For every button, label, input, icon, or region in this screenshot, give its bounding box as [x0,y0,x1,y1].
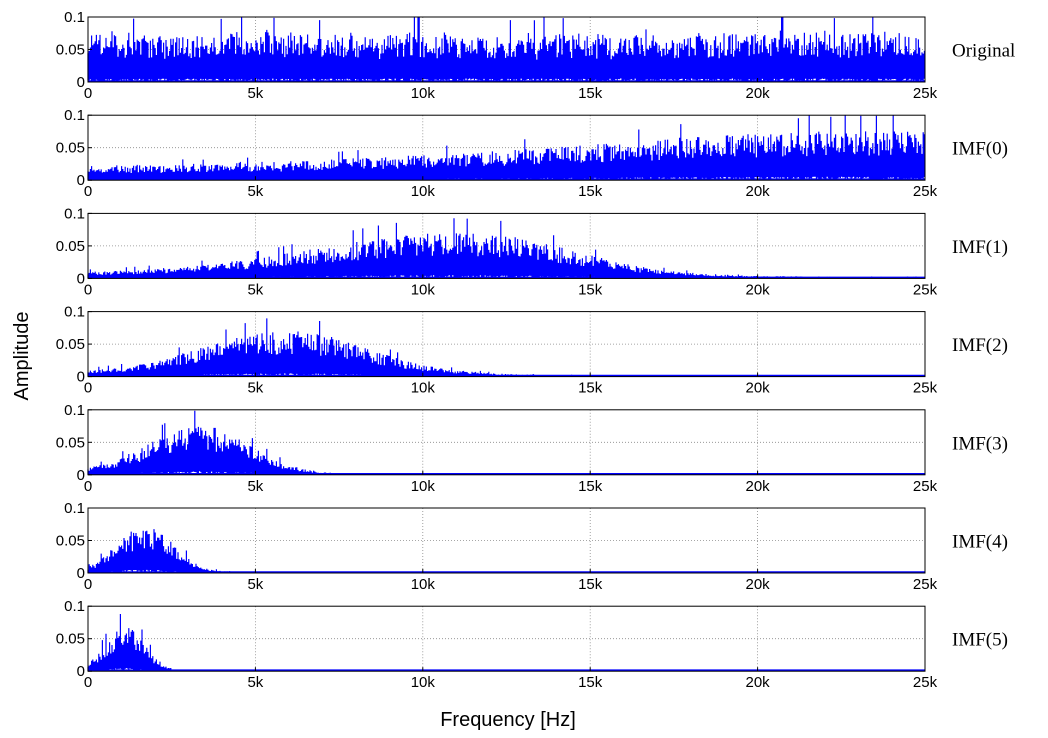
y-tick-label: 0 [77,663,85,680]
panel-4: 0 5k 10k 15k 20k 25k 0 0.05 0.1 IMF(3) [56,402,1008,495]
spectrum-series [87,410,357,475]
y-tick-label: 0.05 [56,336,85,353]
panel-2: 0 5k 10k 15k 20k 25k 0 0.05 0.1 IMF(1) [56,205,1008,298]
x-tick-label: 25k [913,380,938,397]
panel-label: IMF(3) [952,433,1008,454]
x-tick-label: 20k [746,576,771,593]
y-tick-label: 0.1 [64,107,85,124]
x-tick-label: 10k [411,281,436,298]
x-tick-label: 20k [746,85,771,102]
x-tick-label: 10k [411,380,436,397]
x-tick-label: 25k [913,281,938,298]
x-tick-label: 0 [84,674,92,691]
x-tick-label: 5k [247,478,263,495]
x-tick-label: 0 [84,380,92,397]
spectrum-series [87,318,591,377]
y-tick-label: 0 [77,565,85,582]
x-tick-label: 25k [913,674,938,691]
x-tick-label: 10k [411,576,436,593]
spectrum-series [87,529,256,573]
x-tick-label: 20k [746,380,771,397]
y-axis-title: Amplitude [11,312,33,401]
y-tick-label: 0.05 [56,631,85,648]
x-tick-label: 15k [578,85,603,102]
panel-3: 0 5k 10k 15k 20k 25k 0 0.05 0.1 IMF(2) [56,304,1008,397]
x-tick-label: 20k [746,674,771,691]
x-tick-label: 0 [84,85,92,102]
panel-label: IMF(1) [952,237,1008,258]
x-tick-label: 15k [578,576,603,593]
x-tick-label: 25k [913,85,938,102]
y-tick-label: 0 [77,369,85,386]
panel-label: Original [952,41,1015,62]
x-tick-label: 5k [247,85,263,102]
y-tick-label: 0.1 [64,598,85,615]
y-tick-label: 0.05 [56,42,85,59]
x-tick-label: 0 [84,576,92,593]
x-tick-label: 5k [247,674,263,691]
y-tick-label: 0 [77,172,85,189]
x-tick-label: 0 [84,478,92,495]
x-tick-label: 20k [746,281,771,298]
x-tick-label: 20k [746,478,771,495]
x-tick-label: 5k [247,576,263,593]
y-tick-label: 0.1 [64,402,85,419]
y-tick-label: 0 [77,270,85,287]
x-tick-label: 25k [913,576,938,593]
panel-6: 0 5k 10k 15k 20k 25k 0 0.05 0.1 IMF(5) [56,598,1008,691]
x-tick-label: 15k [578,674,603,691]
panel-label: IMF(0) [952,139,1008,160]
y-tick-label: 0.1 [64,9,85,26]
x-tick-label: 0 [84,183,92,200]
x-tick-label: 15k [578,478,603,495]
y-tick-label: 0.1 [64,205,85,222]
panel-label: IMF(2) [952,335,1008,356]
panel-label: IMF(5) [952,630,1008,651]
spectrum-series [87,17,925,82]
panels: 0 5k 10k 15k 20k 25k 0 0.05 0.1 Original 0 5k 10k 15k… [56,9,1016,691]
y-tick-label: 0 [77,74,85,91]
panel-0: 0 5k 10k 15k 20k 25k 0 0.05 0.1 Original [56,9,1016,102]
y-tick-label: 0.05 [56,434,85,451]
x-tick-label: 5k [247,281,263,298]
y-tick-label: 0.05 [56,140,85,157]
panel-label: IMF(4) [952,532,1008,553]
x-tick-label: 10k [411,674,436,691]
x-tick-label: 5k [247,380,263,397]
y-tick-label: 0 [77,467,85,484]
x-tick-label: 25k [913,478,938,495]
y-tick-label: 0.05 [56,533,85,550]
x-axis-title: Frequency [Hz] [440,709,576,731]
spectrum-series [87,614,172,672]
y-tick-label: 0.1 [64,304,85,321]
x-tick-label: 25k [913,183,938,200]
y-tick-label: 0.1 [64,500,85,517]
x-tick-label: 10k [411,85,436,102]
x-tick-label: 10k [411,478,436,495]
x-tick-label: 5k [247,183,263,200]
x-tick-label: 20k [746,183,771,200]
x-tick-label: 10k [411,183,436,200]
panel-1: 0 5k 10k 15k 20k 25k 0 0.05 0.1 IMF(0) [56,107,1008,200]
x-tick-label: 0 [84,281,92,298]
x-tick-label: 15k [578,183,603,200]
spectrum-series [87,115,925,181]
y-tick-label: 0.05 [56,238,85,255]
panel-5: 0 5k 10k 15k 20k 25k 0 0.05 0.1 IMF(4) [56,500,1008,593]
spectrum-series [87,218,925,279]
x-tick-label: 15k [578,380,603,397]
x-tick-label: 15k [578,281,603,298]
